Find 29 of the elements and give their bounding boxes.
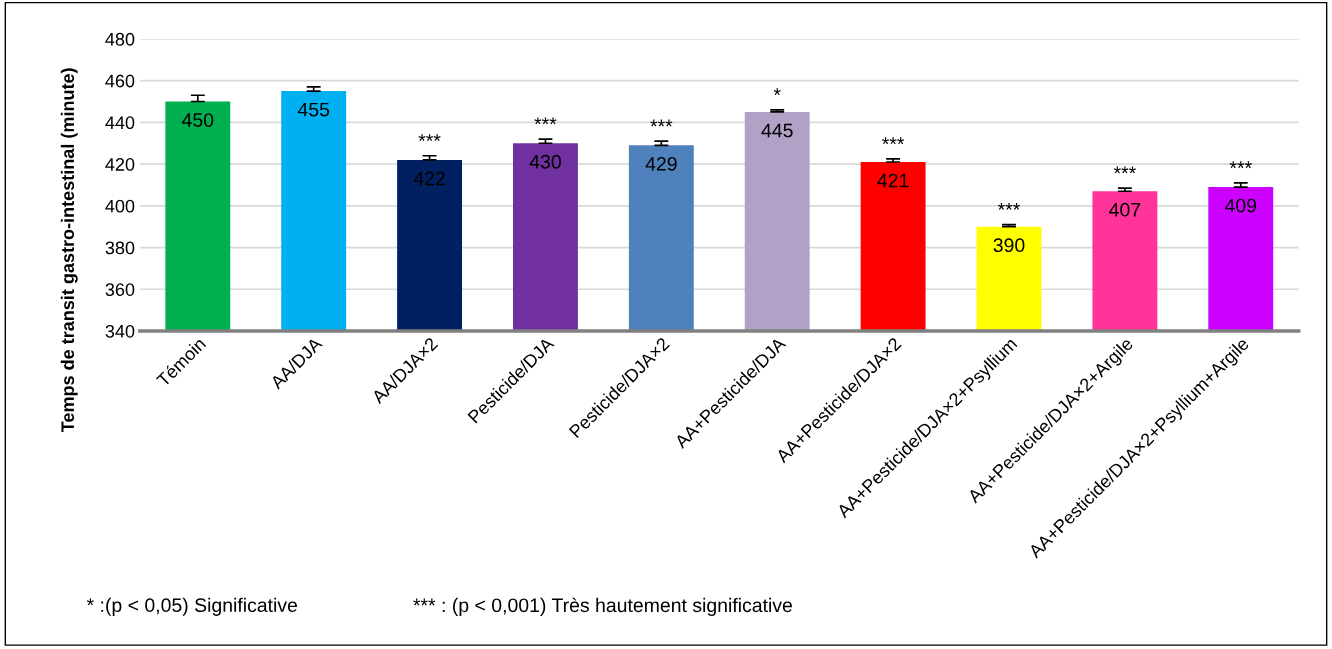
annotation: *** (1229, 161, 1252, 169)
data-label: 422 (413, 171, 445, 186)
annotation: *** (1113, 166, 1136, 174)
y-tick-label: 480 (105, 32, 135, 46)
data-label: 450 (182, 113, 214, 127)
data-label: 445 (761, 123, 793, 138)
data-label: 429 (645, 156, 677, 171)
annotation: * (773, 88, 781, 96)
text: * :(p < 0,05) Significative (86, 597, 298, 616)
annotation: *** (882, 137, 905, 145)
data-label: 430 (529, 154, 561, 169)
y-tick-label: 420 (105, 158, 135, 171)
y-tick-label: 340 (105, 324, 135, 338)
y-axis-title: Temps de transit gastro-intestinal (minute) (60, 68, 78, 433)
data-label: 455 (297, 102, 330, 117)
data-label: 390 (993, 238, 1025, 253)
text: *** : (p < 0,001) Très hautement significative (413, 597, 792, 616)
data-label: 409 (1224, 198, 1257, 213)
y-tick-label: 440 (105, 116, 135, 130)
annotation: *** (997, 203, 1021, 210)
annotation: *** (534, 117, 557, 125)
data-label: 421 (877, 173, 909, 188)
y-tick-label: 460 (105, 74, 135, 88)
y-tick-label: 360 (105, 283, 135, 296)
data-label: 407 (1109, 202, 1141, 217)
y-tick-label: 400 (105, 199, 135, 213)
annotation: *** (418, 134, 441, 142)
annotation: *** (650, 119, 673, 127)
y-tick-label: 380 (105, 241, 135, 255)
